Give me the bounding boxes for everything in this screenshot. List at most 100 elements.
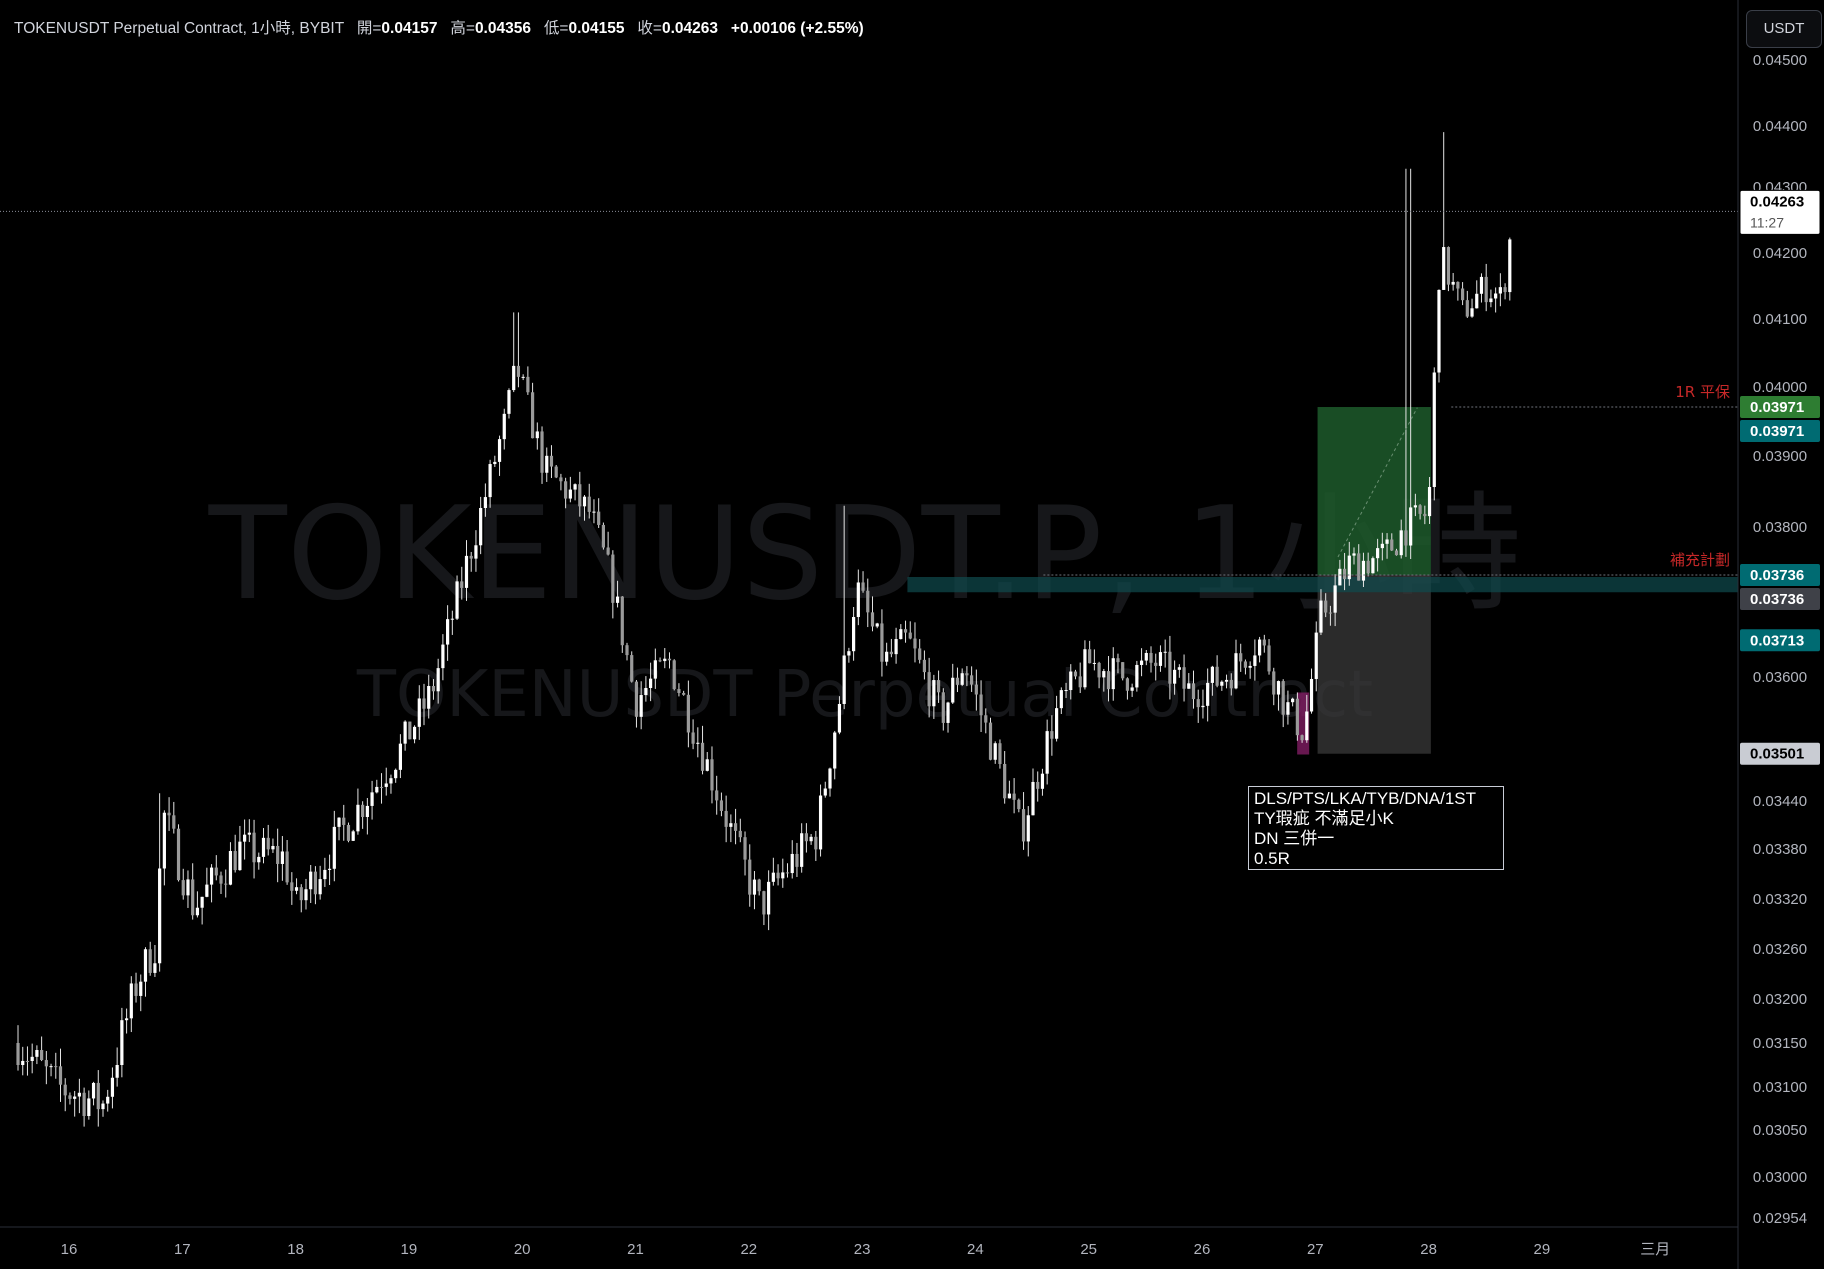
candle-body	[762, 891, 766, 915]
candle	[63, 1078, 67, 1112]
position-path[interactable]	[1337, 407, 1418, 558]
candle-body	[337, 817, 341, 827]
candle	[852, 606, 856, 661]
candle	[1116, 653, 1120, 674]
candle	[143, 947, 148, 997]
candle	[238, 825, 242, 871]
candle	[1342, 552, 1347, 591]
candle-body	[1045, 731, 1049, 774]
candle	[1300, 734, 1304, 743]
candle-body	[1376, 548, 1380, 559]
candle	[460, 566, 464, 600]
price-label: 0.03736	[1740, 564, 1820, 586]
profit-zone[interactable]	[1317, 407, 1431, 575]
candle	[1503, 283, 1507, 300]
candle	[205, 867, 209, 898]
candle-body	[630, 655, 634, 682]
candle	[984, 708, 988, 734]
candle-body	[767, 881, 771, 915]
price-label: 0.03971	[1740, 420, 1820, 443]
candle-body	[833, 732, 837, 769]
candle	[615, 580, 620, 608]
candle	[181, 868, 185, 900]
candle-body	[790, 853, 794, 874]
candle	[1385, 533, 1389, 559]
support-band[interactable]	[907, 577, 1738, 593]
candle	[733, 808, 738, 845]
price-label-bg	[1740, 420, 1820, 443]
price-label: 0.03736	[1740, 588, 1820, 610]
candle-body	[682, 692, 686, 695]
price-label-bg	[1740, 742, 1820, 765]
candle	[554, 464, 558, 479]
candle-body	[814, 836, 818, 850]
candle-body	[672, 660, 676, 690]
candle-body	[634, 681, 639, 717]
candle-body	[1040, 773, 1045, 789]
candle-body	[781, 872, 785, 879]
candle	[379, 773, 384, 804]
candle-body	[653, 660, 657, 679]
price-label-text: 0.03713	[1750, 632, 1804, 649]
candle	[639, 681, 643, 730]
candle-body	[214, 867, 218, 876]
candle-body	[1508, 239, 1512, 293]
candle-body	[186, 879, 190, 896]
candle-body	[1059, 690, 1063, 709]
watermark-subtitle: TOKENUSDT Perpetual Contract	[356, 658, 1373, 732]
candle	[856, 569, 860, 626]
candle-body	[474, 545, 478, 559]
candle	[1267, 639, 1271, 675]
candle-body	[804, 833, 808, 842]
candle-body	[40, 1050, 44, 1061]
note-box[interactable]: DLS/PTS/LKA/TYB/DNA/1ST TY瑕疵 不滿足小K DN 三併…	[1248, 786, 1504, 870]
x-tick-label: 25	[1080, 1241, 1097, 1258]
candle-body	[1338, 568, 1342, 586]
price-axis[interactable]: 0.045000.044000.043000.042000.041000.040…	[1753, 52, 1807, 1227]
candle	[516, 312, 521, 388]
candle-body	[309, 871, 313, 890]
candle	[332, 810, 336, 882]
candle-body	[776, 872, 780, 879]
price-label-bg	[1740, 588, 1820, 610]
candle-body	[578, 484, 582, 507]
candle	[682, 690, 686, 696]
candle-body	[582, 496, 587, 507]
candle	[1196, 689, 1200, 723]
time-axis[interactable]: 16 17 18 19 20 21 22 23 24 25 26 27 28 29 三月	[61, 1241, 1671, 1258]
currency-button[interactable]: USDT	[1746, 10, 1822, 48]
candle-body	[1446, 247, 1451, 285]
candle	[1451, 272, 1455, 291]
symbol-info[interactable]: TOKENUSDT Perpetual Contract, 1小時, BYBIT	[14, 20, 344, 37]
candle-body	[828, 768, 832, 789]
close-label: 收=	[637, 20, 662, 37]
candle-body	[195, 907, 200, 916]
candle	[162, 810, 166, 886]
candle	[842, 505, 846, 710]
candle-body	[502, 413, 506, 440]
candle	[1460, 282, 1465, 306]
candle-body	[1385, 539, 1389, 544]
price-label: 0.03713	[1740, 629, 1820, 652]
x-tick-label: 24	[967, 1241, 984, 1258]
candle	[134, 972, 138, 1003]
candle	[1163, 639, 1167, 668]
candle	[313, 866, 318, 905]
candle	[601, 522, 605, 550]
candle-body	[965, 673, 969, 676]
candle-body	[1479, 276, 1484, 294]
candle	[1187, 673, 1191, 689]
candle	[1380, 532, 1384, 561]
candle	[1182, 654, 1186, 702]
candle	[530, 382, 535, 439]
candle	[535, 422, 539, 450]
candle	[82, 1087, 86, 1127]
candle	[663, 648, 667, 669]
candle	[1078, 662, 1082, 694]
candle-body	[597, 511, 601, 525]
candle-body	[1371, 558, 1375, 574]
candle	[776, 864, 780, 886]
candle	[1206, 668, 1210, 722]
